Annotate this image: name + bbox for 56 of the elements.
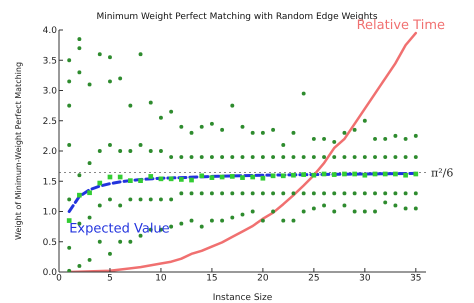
y-tick-label: 2.0 [42,147,58,158]
y-tick-label: 3.5 [42,56,57,66]
x-tick-label: 15 [206,273,218,284]
point [362,172,368,178]
point [199,173,204,178]
point [403,172,408,178]
point [210,175,214,180]
series-label: Expected Value [69,221,170,236]
ref-line-label: π²/6 [431,166,454,180]
x-tick-label: 35 [410,273,422,284]
point [178,177,184,182]
point [393,172,398,176]
point [291,172,296,178]
point [301,172,306,177]
point [342,172,347,176]
x-axis-title: Instance Size [212,293,273,303]
point [332,172,337,177]
point [220,174,224,180]
point [66,218,72,223]
point [240,175,245,180]
point [322,172,326,176]
y-tick-label: 0.0 [42,268,58,278]
point [118,174,123,180]
point [382,172,388,176]
y-tick-label: 0.5 [42,238,57,248]
x-tick-label: 30 [359,273,371,284]
point [413,172,418,176]
point [168,176,174,182]
x-tick-label: 5 [107,273,113,284]
point [270,173,276,178]
point [312,172,316,178]
y-tick-label: 4.0 [42,26,58,36]
point [77,192,82,198]
point [138,178,143,183]
point [230,174,235,179]
point [87,190,92,196]
point [158,176,164,182]
point [372,172,378,176]
y-tick-label: 2.5 [42,116,57,127]
point [280,173,286,178]
point [148,174,154,179]
x-tick-label: 25 [308,273,320,284]
point [352,172,357,176]
point [108,174,112,180]
x-tick-label: 0 [56,273,62,284]
point [189,178,194,182]
point [97,180,102,186]
y-axis-title: Weight of Minimum-Weight Perfect Matching [14,62,23,240]
y-tick-label: 1.0 [42,208,58,218]
point [128,178,133,183]
point [250,174,256,180]
x-tick-label: 10 [155,273,167,284]
point [260,176,266,181]
y-tick-label: 1.5 [42,177,57,188]
x-tick-label: 20 [257,273,269,284]
y-tick-label: 3.0 [42,86,58,97]
